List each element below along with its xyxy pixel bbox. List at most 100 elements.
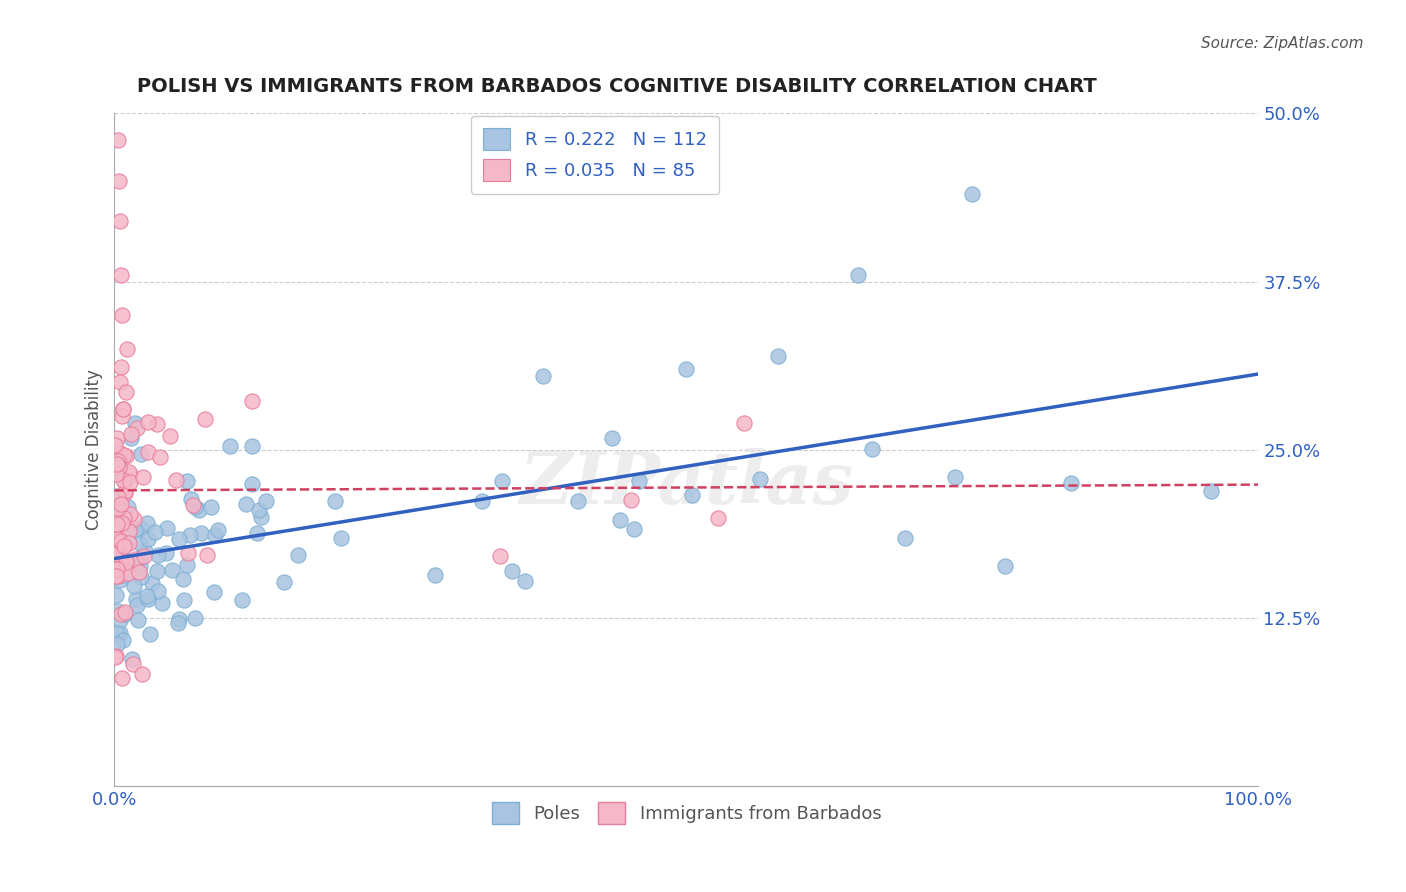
Point (567, 494, 589, 508)
Point (125, 599, 148, 613)
Point (287, 548, 309, 562)
Point (159, 429, 181, 443)
Point (112, 540, 135, 554)
Point (104, 649, 127, 664)
Point (105, 489, 128, 503)
Point (111, 633, 134, 648)
Point (489, 549, 512, 564)
Point (104, 551, 127, 566)
Point (110, 409, 132, 423)
Point (129, 550, 152, 565)
Point (134, 549, 156, 563)
Point (602, 431, 624, 445)
Point (110, 562, 132, 576)
Point (124, 524, 146, 538)
Text: POLISH VS IMMIGRANTS FROM BARBADOS COGNITIVE DISABILITY CORRELATION CHART: POLISH VS IMMIGRANTS FROM BARBADOS COGNI… (138, 78, 1097, 96)
Point (120, 431, 142, 445)
Point (148, 549, 170, 563)
Point (105, 625, 128, 640)
Point (110, 607, 132, 621)
Point (105, 517, 128, 532)
Point (108, 375, 131, 389)
Point (107, 512, 129, 526)
Point (104, 543, 127, 558)
Point (609, 513, 631, 527)
Y-axis label: Cognitive Disability: Cognitive Disability (86, 369, 103, 531)
Point (620, 492, 643, 507)
Point (195, 548, 218, 562)
Point (148, 583, 170, 598)
Point (183, 500, 205, 515)
Point (131, 666, 153, 681)
Point (138, 532, 160, 546)
Point (165, 473, 187, 487)
Point (120, 426, 142, 441)
Point (129, 536, 152, 550)
Point (107, 490, 129, 504)
Point (104, 568, 127, 582)
Point (184, 610, 207, 624)
Point (118, 466, 141, 480)
Point (121, 652, 143, 666)
Point (110, 534, 132, 549)
Point (190, 525, 212, 540)
Point (166, 616, 188, 631)
Point (120, 475, 142, 490)
Point (118, 536, 141, 550)
Point (240, 476, 263, 491)
Point (134, 544, 156, 558)
Point (120, 558, 142, 572)
Point (204, 528, 226, 542)
Point (125, 592, 148, 607)
Point (124, 552, 146, 566)
Point (136, 592, 159, 607)
Point (160, 564, 183, 578)
Point (423, 568, 446, 582)
Legend: Poles, Immigrants from Barbados: Poles, Immigrants from Barbados (484, 795, 889, 831)
Point (531, 368, 554, 383)
Point (122, 657, 145, 671)
Point (138, 445, 160, 459)
Point (179, 528, 201, 542)
Point (108, 613, 131, 627)
Point (111, 563, 134, 577)
Point (129, 521, 152, 535)
Point (104, 534, 127, 549)
Point (117, 500, 139, 515)
Point (107, 451, 129, 466)
Point (104, 545, 127, 559)
Point (110, 467, 132, 481)
Point (131, 447, 153, 461)
Point (105, 467, 128, 482)
Point (105, 637, 128, 651)
Point (107, 453, 129, 467)
Point (136, 415, 159, 429)
Point (114, 568, 136, 582)
Text: ZIPatlas: ZIPatlas (519, 448, 853, 519)
Point (114, 486, 136, 500)
Point (202, 584, 225, 599)
Point (129, 569, 152, 583)
Point (894, 531, 917, 545)
Point (114, 474, 136, 488)
Point (329, 531, 352, 545)
Point (180, 492, 202, 507)
Point (110, 516, 132, 530)
Point (112, 511, 135, 525)
Point (115, 555, 138, 569)
Point (733, 416, 755, 430)
Point (104, 536, 127, 550)
Point (748, 472, 770, 486)
Point (994, 558, 1017, 573)
Point (246, 526, 269, 541)
Point (167, 532, 190, 546)
Point (149, 450, 172, 465)
Point (110, 497, 132, 511)
Point (273, 575, 295, 590)
Point (194, 412, 217, 426)
Point (110, 360, 132, 375)
Point (110, 268, 132, 282)
Point (107, 501, 129, 516)
Point (138, 626, 160, 640)
Point (124, 416, 146, 430)
